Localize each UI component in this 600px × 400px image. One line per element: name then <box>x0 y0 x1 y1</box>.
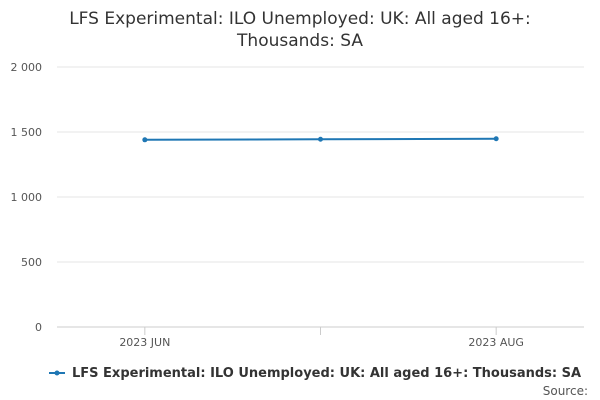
data-point <box>493 136 499 142</box>
chart-title-line-1: LFS Experimental: ILO Unemployed: UK: Al… <box>69 9 531 29</box>
y-tick-label: 2 000 <box>11 61 43 74</box>
legend-line-marker-icon <box>49 370 65 376</box>
series-group <box>142 136 499 143</box>
data-point <box>142 137 148 143</box>
x-tick-label: 2023 AUG <box>468 336 524 349</box>
y-tick-label: 1 500 <box>11 126 43 139</box>
y-tick-label: 500 <box>21 256 42 269</box>
source-label: Source: <box>542 384 588 398</box>
data-point <box>318 136 323 142</box>
legend-label: LFS Experimental: ILO Unemployed: UK: Al… <box>72 365 582 381</box>
chart-title-line-2: Thousands: SA <box>237 31 363 51</box>
chart-title: LFS Experimental: ILO Unemployed: UK: Al… <box>0 8 600 52</box>
grid-lines <box>57 66 584 263</box>
legend[interactable]: LFS Experimental: ILO Unemployed: UK: Al… <box>48 365 581 381</box>
x-axis: 2023 JUN 2023 AUG <box>57 326 584 349</box>
y-tick-label: 1 000 <box>11 191 43 204</box>
x-tick-label: 2023 JUN <box>119 336 170 349</box>
y-tick-label: 0 <box>35 321 42 334</box>
y-axis: 0 500 1 000 1 500 2 000 <box>11 61 43 334</box>
